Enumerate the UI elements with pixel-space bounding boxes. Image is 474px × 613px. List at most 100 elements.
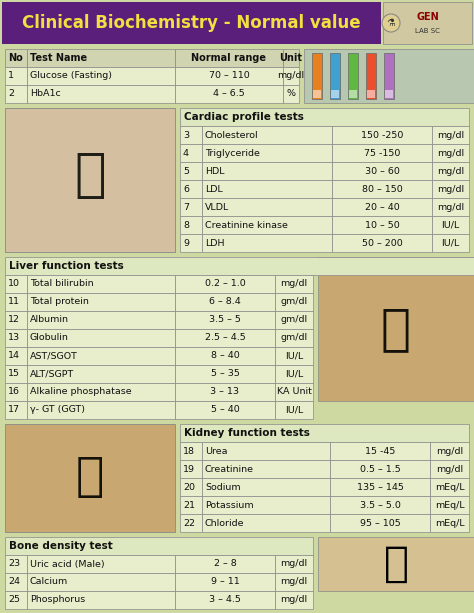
Bar xyxy=(330,478,430,496)
Bar xyxy=(202,162,332,180)
Text: 15: 15 xyxy=(8,370,20,378)
Text: 0.5 – 1.5: 0.5 – 1.5 xyxy=(360,465,401,473)
Text: 9 – 11: 9 – 11 xyxy=(210,577,239,587)
Text: 11: 11 xyxy=(8,297,20,306)
Text: 17: 17 xyxy=(8,406,20,414)
Bar xyxy=(5,67,27,85)
Bar xyxy=(275,329,313,347)
Text: Alkaline phosphatase: Alkaline phosphatase xyxy=(30,387,132,397)
Bar xyxy=(330,442,430,460)
Text: 21: 21 xyxy=(183,500,195,509)
Text: %: % xyxy=(286,89,295,99)
Bar xyxy=(202,442,330,460)
Bar xyxy=(330,514,430,532)
Bar xyxy=(180,234,202,252)
Text: Total bilirubin: Total bilirubin xyxy=(30,280,94,289)
Text: 70 – 110: 70 – 110 xyxy=(209,72,249,80)
Bar xyxy=(332,144,432,162)
Text: Cholesterol: Cholesterol xyxy=(205,131,259,140)
Bar xyxy=(202,234,332,252)
Text: mg/dl: mg/dl xyxy=(437,167,464,175)
Text: 🫘: 🫘 xyxy=(76,455,104,500)
Bar xyxy=(332,234,432,252)
Bar xyxy=(275,573,313,591)
Text: LAB SC: LAB SC xyxy=(415,28,440,34)
Text: 13: 13 xyxy=(8,333,20,343)
Bar xyxy=(332,126,432,144)
Text: mg/dl: mg/dl xyxy=(437,131,464,140)
Text: 2: 2 xyxy=(8,89,14,99)
Text: AST/SGOT: AST/SGOT xyxy=(30,351,78,360)
Bar xyxy=(5,383,27,401)
Bar xyxy=(180,162,202,180)
Bar xyxy=(175,67,283,85)
Text: 14: 14 xyxy=(8,351,20,360)
Bar xyxy=(367,90,375,98)
Bar xyxy=(5,275,27,293)
Text: Albumin: Albumin xyxy=(30,316,69,324)
Text: 6 – 8.4: 6 – 8.4 xyxy=(209,297,241,306)
Text: 2 – 8: 2 – 8 xyxy=(214,560,237,568)
Text: IU/L: IU/L xyxy=(285,370,303,378)
Text: 6: 6 xyxy=(183,185,189,194)
Bar xyxy=(318,257,474,401)
Bar xyxy=(5,573,27,591)
Text: 7: 7 xyxy=(183,202,189,211)
Bar xyxy=(5,365,27,383)
Bar xyxy=(2,2,381,44)
Bar xyxy=(330,496,430,514)
Bar xyxy=(27,365,175,383)
Text: Creatinine kinase: Creatinine kinase xyxy=(205,221,288,229)
Text: mg/dl: mg/dl xyxy=(437,148,464,158)
Text: 20 – 40: 20 – 40 xyxy=(365,202,400,211)
Bar xyxy=(304,49,474,103)
Text: 30 – 60: 30 – 60 xyxy=(365,167,400,175)
Bar xyxy=(180,180,202,198)
Circle shape xyxy=(382,14,400,32)
Text: 8 – 40: 8 – 40 xyxy=(210,351,239,360)
Bar xyxy=(175,275,275,293)
Bar xyxy=(385,90,393,98)
Bar xyxy=(202,496,330,514)
Bar xyxy=(5,311,27,329)
Bar xyxy=(283,67,299,85)
Bar xyxy=(175,329,275,347)
Text: No: No xyxy=(8,53,23,63)
Text: gm/dl: gm/dl xyxy=(281,297,308,306)
Bar xyxy=(27,591,175,609)
Bar xyxy=(430,496,469,514)
Text: VLDL: VLDL xyxy=(205,202,229,211)
Bar xyxy=(312,53,322,99)
Text: HDL: HDL xyxy=(205,167,225,175)
Bar xyxy=(180,108,469,126)
Bar xyxy=(202,514,330,532)
Text: mEq/L: mEq/L xyxy=(435,519,465,528)
Text: 5 – 35: 5 – 35 xyxy=(210,370,239,378)
Text: mg/dl: mg/dl xyxy=(281,595,308,604)
Bar xyxy=(175,383,275,401)
Text: mEq/L: mEq/L xyxy=(435,500,465,509)
Bar xyxy=(366,53,376,99)
Bar xyxy=(349,90,357,98)
Bar xyxy=(332,216,432,234)
Text: IU/L: IU/L xyxy=(285,351,303,360)
Text: 3.5 – 5: 3.5 – 5 xyxy=(209,316,241,324)
Text: 3: 3 xyxy=(183,131,189,140)
Text: ⚗: ⚗ xyxy=(387,18,395,28)
Bar xyxy=(175,49,283,67)
Bar xyxy=(332,198,432,216)
Text: HbA1c: HbA1c xyxy=(30,89,61,99)
Bar xyxy=(432,144,469,162)
Text: Chloride: Chloride xyxy=(205,519,245,528)
Bar xyxy=(5,347,27,365)
Text: 19: 19 xyxy=(183,465,195,473)
Bar xyxy=(180,514,202,532)
Text: LDH: LDH xyxy=(205,238,225,248)
Bar xyxy=(180,496,202,514)
Bar xyxy=(27,275,175,293)
Text: Triglyceride: Triglyceride xyxy=(205,148,260,158)
Bar xyxy=(5,257,474,275)
Text: mg/dl: mg/dl xyxy=(436,446,463,455)
Text: gm/dl: gm/dl xyxy=(281,333,308,343)
Text: 25: 25 xyxy=(8,595,20,604)
